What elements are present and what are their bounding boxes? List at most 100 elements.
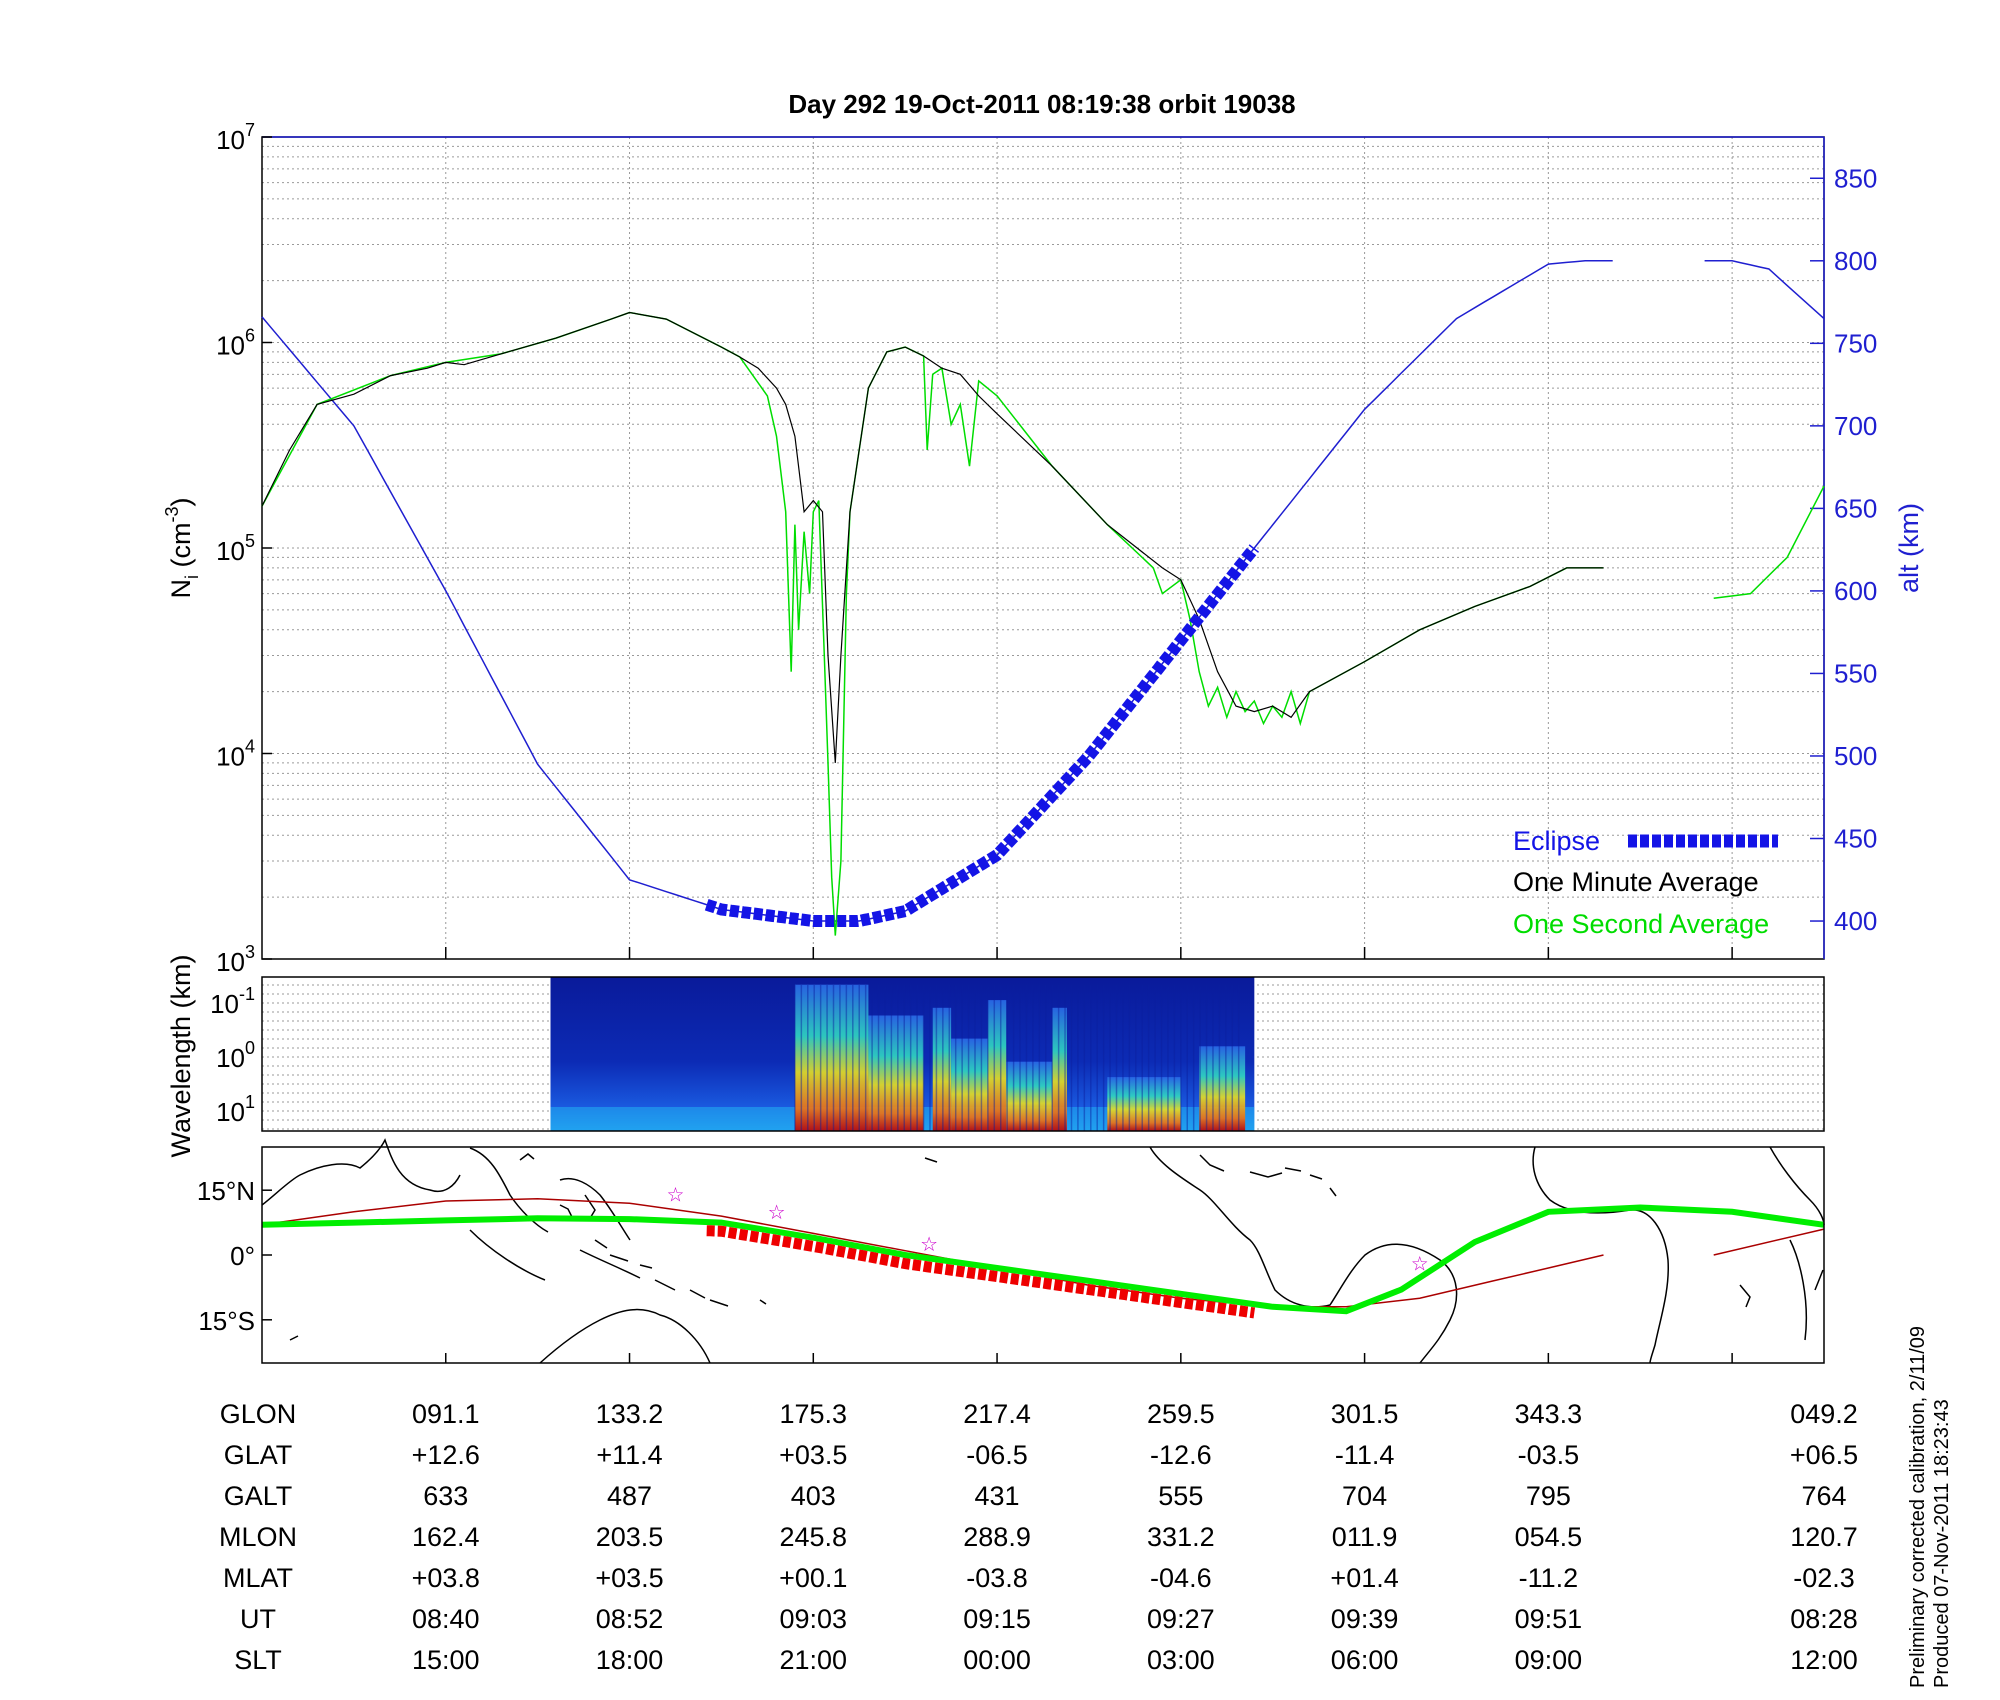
tick-base: 10 bbox=[216, 1097, 245, 1127]
altitude-y-tick-labels: 400 450 500 550 600 650 700 750 800 850 bbox=[1810, 163, 1877, 936]
table-row-label: GLON bbox=[220, 1399, 297, 1429]
density-y-label-main: N bbox=[166, 579, 196, 599]
map-eclipse-segment bbox=[706, 1225, 1256, 1319]
table-row-label: MLAT bbox=[223, 1563, 293, 1593]
table-cell: 09:03 bbox=[780, 1604, 848, 1634]
table-cell: 633 bbox=[423, 1481, 468, 1511]
density-y-tick-label: 104 bbox=[216, 737, 255, 772]
table-cell: +03.8 bbox=[412, 1563, 480, 1593]
table-cell: 259.5 bbox=[1147, 1399, 1215, 1429]
spectrogram-activity-band bbox=[1006, 1061, 1053, 1131]
density-grid bbox=[262, 137, 1824, 960]
map-frame bbox=[261, 1146, 1825, 1364]
tick-exponent: 4 bbox=[245, 737, 255, 757]
table-cell: +11.4 bbox=[596, 1440, 662, 1470]
map-tracks: ☆ ☆ ☆ ☆ bbox=[261, 1183, 1825, 1319]
table-cell: 15:00 bbox=[412, 1645, 480, 1675]
density-y-label-unit-sup: -3 bbox=[162, 507, 182, 523]
altitude-tick-label: 550 bbox=[1834, 658, 1877, 688]
legend-minute-label: One Minute Average bbox=[1513, 867, 1759, 897]
table-cell: 09:51 bbox=[1515, 1604, 1583, 1634]
table-cell: -11.4 bbox=[1335, 1440, 1395, 1470]
table-cell: +01.4 bbox=[1330, 1563, 1398, 1593]
table-cell: 343.3 bbox=[1515, 1399, 1583, 1429]
star-marker-icon: ☆ bbox=[667, 1183, 685, 1207]
table-cell: 049.2 bbox=[1790, 1399, 1858, 1429]
table-cell: 09:00 bbox=[1515, 1645, 1583, 1675]
spectrogram-activity-band bbox=[951, 1038, 988, 1131]
spectrogram-frame bbox=[261, 976, 1825, 1132]
table-cell: 08:52 bbox=[596, 1604, 664, 1634]
spectrogram-image bbox=[550, 977, 1255, 1131]
table-cell: 288.9 bbox=[963, 1522, 1031, 1552]
one-second-average-line-late bbox=[1713, 485, 1825, 599]
density-y-label-unit: (cm bbox=[166, 523, 196, 575]
coastline-west-africa bbox=[1532, 1146, 1670, 1364]
tick-exponent: 0 bbox=[245, 1038, 255, 1058]
map-x-ticks bbox=[445, 1353, 1733, 1363]
table-cell: 21:00 bbox=[780, 1645, 848, 1675]
coastline-fragments bbox=[289, 1157, 1751, 1341]
calibration-note: Preliminary corrected calibration, 2/11/… bbox=[1907, 1326, 1929, 1688]
density-y-tick-label: 105 bbox=[216, 531, 255, 566]
map-y-tick-label: 0° bbox=[230, 1241, 255, 1271]
table-cell: 764 bbox=[1801, 1481, 1846, 1511]
chart-title: Day 292 19-Oct-2011 08:19:38 orbit 19038 bbox=[788, 89, 1295, 119]
table-cell: 217.4 bbox=[963, 1399, 1031, 1429]
density-y-tick-label: 106 bbox=[216, 326, 255, 361]
density-y-axis-label: Ni (cm-3) bbox=[162, 498, 202, 599]
table-cell: 09:15 bbox=[963, 1604, 1031, 1634]
spectrogram-activity-band bbox=[987, 1000, 1007, 1131]
legend-second-label: One Second Average bbox=[1513, 909, 1769, 939]
map-y-tick-labels: 15°N 0° 15°S bbox=[197, 1176, 272, 1336]
table-cell: 431 bbox=[975, 1481, 1020, 1511]
table-cell: 18:00 bbox=[596, 1645, 664, 1675]
spectrogram-activity-band bbox=[1052, 1007, 1067, 1131]
table-row-label: SLT bbox=[234, 1645, 282, 1675]
altitude-tick-label: 850 bbox=[1834, 163, 1877, 193]
altitude-tick-label: 650 bbox=[1834, 493, 1877, 523]
table-cell: 331.2 bbox=[1147, 1522, 1215, 1552]
table-cell: 704 bbox=[1342, 1481, 1387, 1511]
altitude-tick-label: 700 bbox=[1834, 411, 1877, 441]
eclipse-segment bbox=[704, 544, 1260, 927]
table-cell: 555 bbox=[1158, 1481, 1203, 1511]
magnetic-equator-line-east bbox=[1713, 1228, 1825, 1256]
table-cell: -02.3 bbox=[1793, 1563, 1855, 1593]
table-cell: +06.5 bbox=[1790, 1440, 1858, 1470]
table-row-label: MLON bbox=[219, 1522, 297, 1552]
table-cell: 091.1 bbox=[412, 1399, 480, 1429]
map-y-tick-label: 15°N bbox=[197, 1176, 255, 1206]
table-cell: 011.9 bbox=[1332, 1522, 1398, 1552]
spectrogram-y-tick-label: 10-1 bbox=[210, 984, 255, 1019]
density-y-tick-labels: 103 104 105 106 107 bbox=[216, 120, 272, 977]
altitude-tick-label: 450 bbox=[1834, 824, 1877, 854]
tick-exponent: 7 bbox=[245, 120, 255, 140]
coastline-africa-india bbox=[261, 1138, 461, 1206]
tick-exponent: 6 bbox=[245, 326, 255, 346]
spectrogram-activity-band bbox=[932, 1007, 952, 1131]
star-marker-icon: ☆ bbox=[1411, 1252, 1429, 1276]
altitude-tick-label: 400 bbox=[1834, 906, 1877, 936]
table-cell: 06:00 bbox=[1331, 1645, 1399, 1675]
altitude-tick-label: 750 bbox=[1834, 328, 1877, 358]
tick-base: 10 bbox=[216, 125, 245, 155]
table-cell: 403 bbox=[791, 1481, 836, 1511]
density-y-tick-label: 103 bbox=[216, 942, 255, 977]
table-cell: 03:00 bbox=[1147, 1645, 1215, 1675]
coastline-islands bbox=[519, 1153, 729, 1307]
coastline-caribbean bbox=[1199, 1154, 1337, 1197]
svg-text:Ni (cm-3): Ni (cm-3) bbox=[162, 498, 202, 599]
table-cell: -04.6 bbox=[1150, 1563, 1212, 1593]
spectrogram-activity-band bbox=[868, 1015, 924, 1131]
spectrogram-activity-band bbox=[1199, 1046, 1246, 1131]
ephemeris-table: GLON 091.1 133.2 175.3 217.4 259.5 301.5 343.3 0… bbox=[219, 1399, 1858, 1675]
spectrogram-y-tick-label: 100 bbox=[216, 1038, 255, 1073]
tick-exponent: 3 bbox=[245, 942, 255, 962]
altitude-line-late bbox=[1704, 260, 1825, 320]
legend: Eclipse One Minute Average One Second Av… bbox=[1513, 826, 1778, 939]
density-x-ticks bbox=[445, 947, 1733, 959]
table-cell: 054.5 bbox=[1515, 1522, 1583, 1552]
